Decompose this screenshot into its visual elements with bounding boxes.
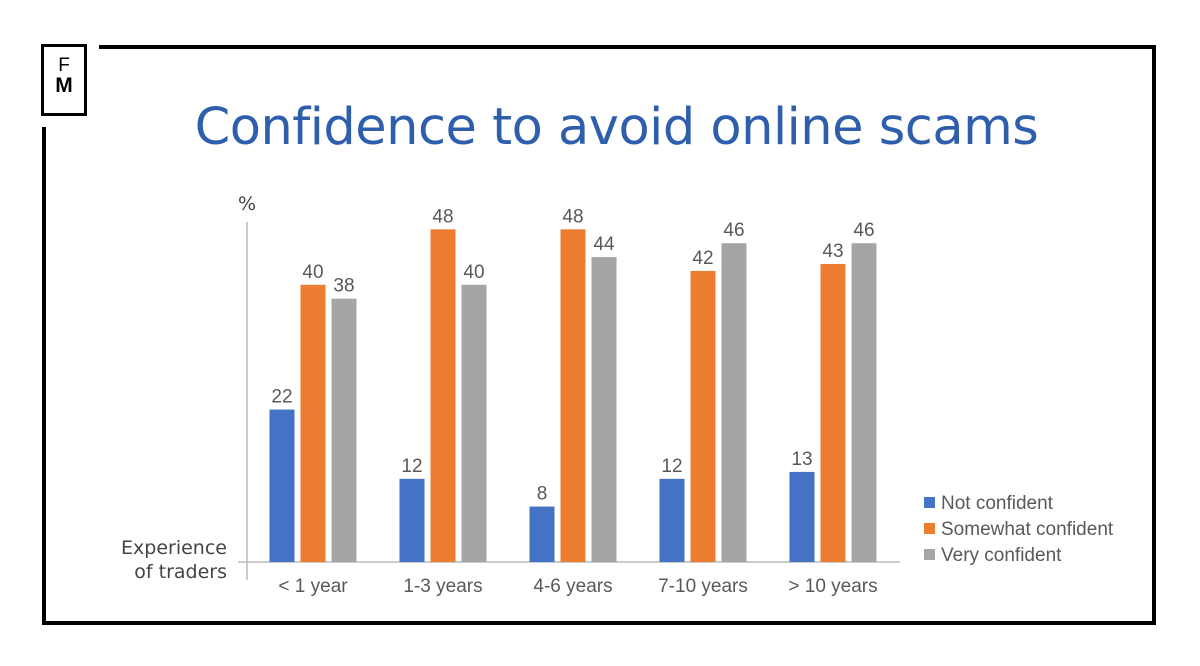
bar	[461, 284, 487, 562]
bar	[300, 284, 326, 562]
data-label: 38	[333, 276, 354, 297]
bar	[269, 409, 295, 562]
bar	[560, 229, 586, 563]
fm-logo: F M	[41, 44, 87, 116]
x-tick-label: 7-10 years	[658, 576, 748, 597]
bar	[690, 270, 716, 562]
x-tick-label: 1-3 years	[403, 576, 482, 597]
legend-entry: Not confident	[941, 493, 1054, 514]
bar	[430, 229, 456, 563]
x-tick-label: > 10 years	[788, 576, 877, 597]
data-label: 46	[853, 220, 874, 241]
x-axis-label-line1: Experience	[121, 537, 227, 559]
frame-border-right	[1152, 45, 1156, 625]
frame-border-left	[42, 127, 46, 625]
data-label: 48	[562, 206, 583, 227]
data-label: 13	[791, 449, 812, 470]
data-label: 40	[302, 262, 323, 283]
logo-letter-f: F	[58, 55, 70, 76]
chart-title: Confidence to avoid online scams	[194, 98, 1039, 157]
bar	[820, 264, 846, 562]
bar	[399, 478, 425, 562]
legend-entry: Very confident	[941, 545, 1062, 566]
legend-swatch	[924, 523, 935, 534]
x-axis-label-line2: of traders	[134, 561, 227, 583]
data-label: 46	[723, 220, 744, 241]
data-label: 42	[692, 248, 713, 269]
bar	[331, 298, 357, 562]
bar	[851, 243, 877, 562]
data-label: 44	[593, 234, 615, 255]
frame-border-top	[99, 45, 1156, 49]
legend-swatch	[924, 497, 935, 508]
y-axis-label: %	[238, 193, 256, 215]
data-label: 48	[432, 206, 453, 227]
bar	[529, 506, 555, 562]
bar	[721, 243, 747, 562]
bar	[789, 471, 815, 562]
logo-letter-m: M	[55, 74, 73, 97]
data-label: 43	[822, 241, 843, 262]
frame-border-bottom	[42, 621, 1156, 625]
x-tick-label: < 1 year	[278, 576, 348, 597]
bar	[659, 478, 685, 562]
data-label: 12	[661, 456, 682, 477]
x-tick-label: 4-6 years	[533, 576, 612, 597]
legend-swatch	[924, 549, 935, 560]
data-label: 22	[271, 387, 292, 408]
data-label: 12	[401, 456, 422, 477]
bar	[591, 257, 617, 562]
data-label: 40	[463, 262, 484, 283]
legend-entry: Somewhat confident	[941, 519, 1114, 540]
data-label: 8	[537, 484, 548, 505]
